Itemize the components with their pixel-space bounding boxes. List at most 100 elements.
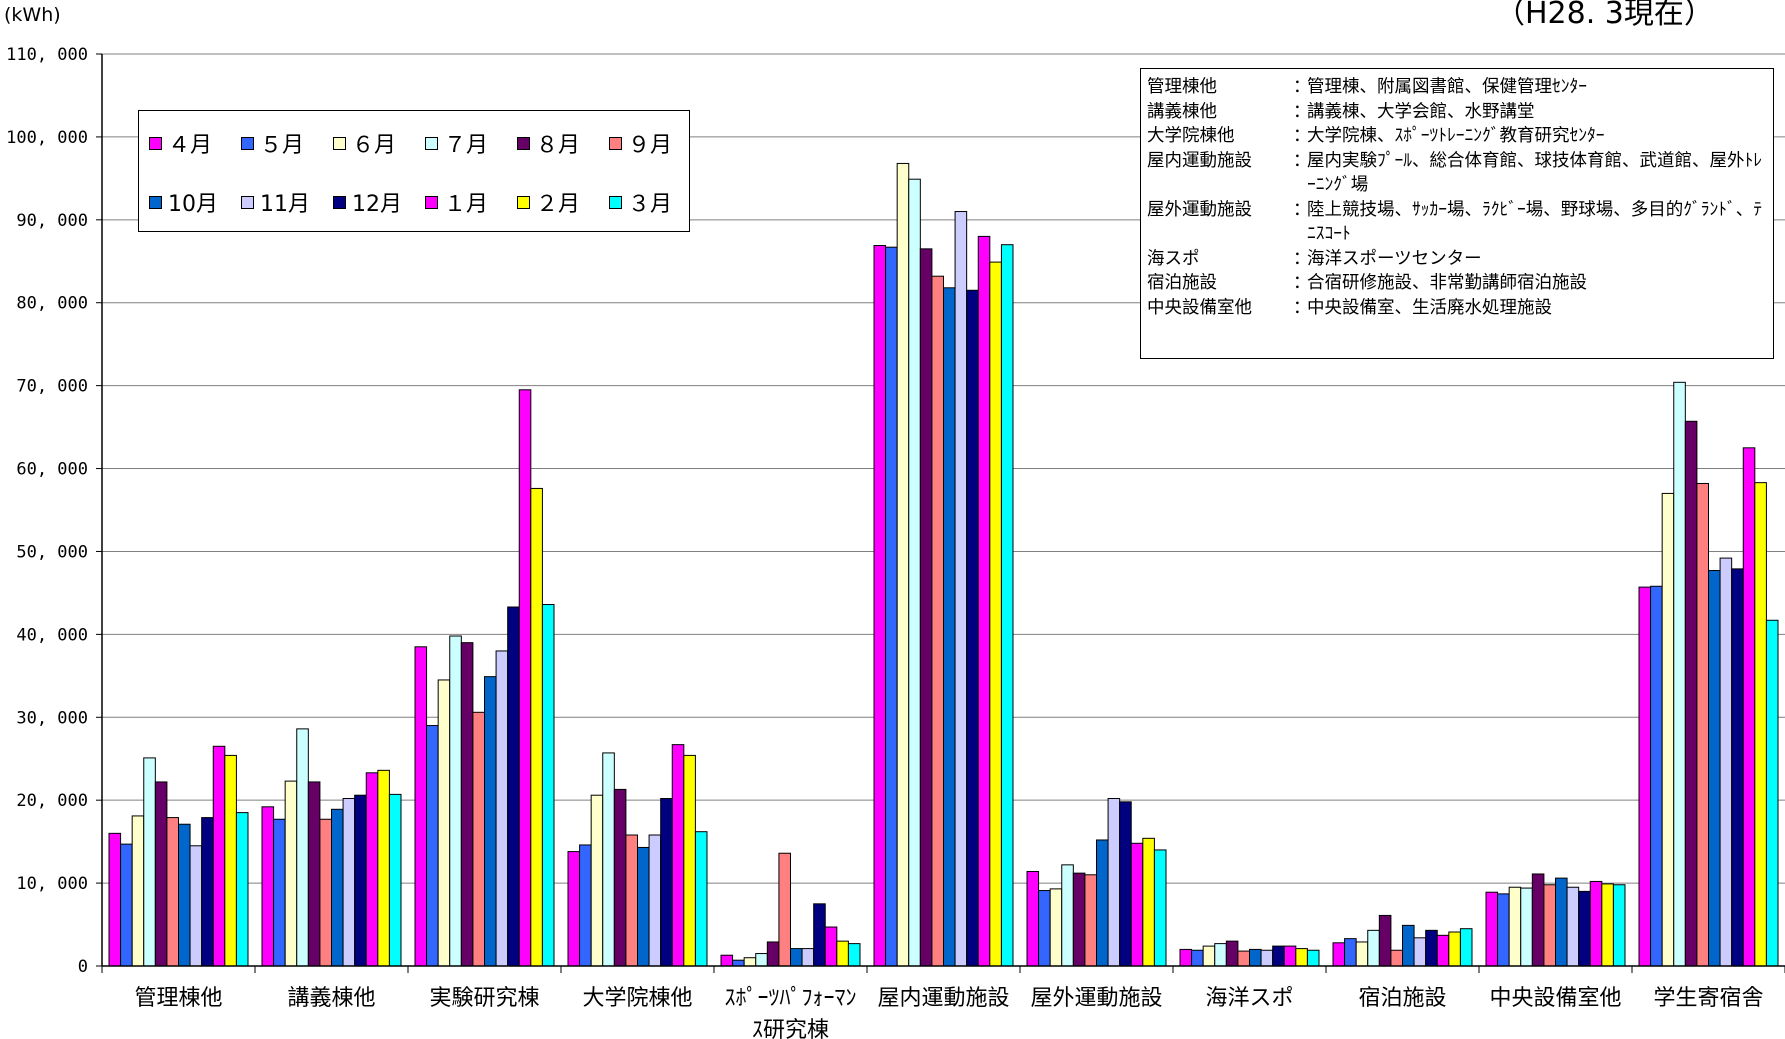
bar	[1049, 888, 1063, 967]
bar	[1765, 619, 1779, 967]
note-separator: ：	[1293, 150, 1311, 171]
legend-swatch	[241, 136, 254, 150]
bar	[507, 606, 520, 967]
note-line: 宿泊施設 ：合宿研修施設、非常勤講師宿泊施設	[1147, 271, 1765, 296]
bar	[495, 650, 509, 967]
y-tick-label: 10, 000	[16, 874, 88, 894]
bar	[426, 725, 439, 967]
legend-item: ５月	[241, 127, 333, 159]
legend-label: ９月	[628, 133, 673, 158]
note-key: 管理棟他	[1147, 77, 1217, 97]
bar	[1638, 586, 1652, 967]
bar	[1402, 924, 1415, 967]
bar	[613, 788, 627, 967]
note-line: 管理棟他 ：管理棟、附属図書館、保健管理ｾﾝﾀｰ	[1147, 75, 1765, 100]
bar	[1367, 929, 1380, 967]
legend-label: 11月	[260, 192, 310, 217]
bar	[1543, 884, 1557, 967]
note-separator: ：	[1293, 126, 1311, 146]
legend: ４月 ５月 ６月 ７月 ８月 ９月 10月 11月 12月 １月 ２月 ３月	[138, 110, 690, 232]
bar	[1661, 492, 1675, 967]
bar	[331, 808, 344, 967]
bar	[1096, 839, 1109, 967]
note-key: 講義棟他	[1147, 101, 1217, 122]
legend-label: 12月	[352, 192, 402, 217]
bar	[660, 798, 673, 967]
note-line: 海スポ ：海洋スポーツセンター	[1147, 247, 1765, 272]
bar	[989, 261, 1002, 967]
bar	[414, 646, 428, 967]
axes	[101, 54, 1785, 973]
bar	[460, 642, 474, 967]
legend-item: 12月	[333, 186, 425, 218]
bar	[1272, 945, 1285, 967]
legend-item: ２月	[517, 186, 609, 218]
legend-item: ３月	[609, 186, 701, 218]
bar	[1754, 482, 1767, 967]
legend-label: ３月	[628, 192, 673, 217]
bar	[1612, 884, 1626, 967]
bar	[1072, 872, 1086, 967]
bar	[1589, 880, 1603, 967]
y-tick-label: 40, 000	[16, 625, 88, 645]
bar	[1436, 934, 1450, 967]
legend-item: 11月	[241, 186, 333, 218]
note-value: 大学院棟、ｽﾎﾟｰﾂﾄﾚｰﾆﾝｸﾞ教育研究ｾﾝﾀｰ	[1307, 126, 1605, 146]
bar	[847, 943, 861, 967]
bar	[1153, 849, 1167, 967]
y-tick-label: 110, 000	[6, 45, 88, 65]
bar	[732, 959, 745, 967]
note-value: 中央設備室、生活廃水処理施設	[1307, 297, 1552, 318]
x-category-label: 実験研究棟	[429, 986, 539, 1011]
bar	[131, 815, 145, 967]
bar	[1508, 886, 1522, 967]
bar	[212, 745, 226, 967]
bar	[743, 957, 757, 967]
note-separator: ：	[1293, 273, 1311, 293]
bar	[1485, 891, 1499, 967]
legend-swatch	[425, 136, 438, 150]
bar	[1425, 929, 1438, 967]
note-key: 屋内運動施設	[1147, 150, 1252, 171]
bar	[1000, 244, 1014, 967]
legend-label: ４月	[168, 133, 213, 158]
facility-notes: 管理棟他：管理棟、附属図書館、保健管理ｾﾝﾀｰ 講義棟他：講義棟、大学会館、水野講…	[1140, 68, 1774, 359]
x-category-label: 管理棟他	[134, 986, 222, 1011]
y-tick-label: 100, 000	[6, 128, 88, 148]
bar	[1306, 949, 1320, 967]
bar	[166, 817, 179, 967]
bar	[1202, 945, 1216, 967]
bar	[224, 754, 237, 967]
bar	[1719, 557, 1733, 967]
bar	[1191, 949, 1204, 967]
bar	[873, 245, 887, 967]
note-key: 屋外運動施設	[1147, 199, 1252, 220]
legend-row-2: 10月 11月 12月 １月 ２月 ３月	[149, 186, 701, 218]
bar	[801, 948, 815, 967]
bar	[943, 287, 956, 967]
legend-swatch	[609, 136, 622, 150]
note-key: 大学院棟他	[1147, 126, 1235, 146]
note-value: 海洋スポーツセンター	[1307, 248, 1482, 269]
bar	[1344, 938, 1357, 967]
bar	[790, 948, 803, 967]
bar	[1260, 949, 1274, 967]
y-tick-label: 70, 000	[16, 377, 88, 397]
bar	[377, 769, 390, 967]
note-key: 宿泊施設	[1147, 273, 1217, 293]
bar	[648, 834, 662, 967]
bar	[541, 604, 555, 967]
bar	[637, 846, 650, 967]
bar	[189, 845, 203, 967]
bar	[1225, 940, 1239, 967]
bar	[755, 953, 768, 967]
bar	[201, 817, 214, 967]
bar	[1650, 585, 1663, 967]
bar	[1555, 877, 1568, 967]
note-value: 合宿研修施設、非常勤講師宿泊施設	[1307, 273, 1587, 293]
legend-item: ７月	[425, 127, 517, 159]
x-category-label: 屋外運動施設	[1030, 986, 1162, 1011]
bar	[1731, 568, 1744, 967]
note-line: 屋外運動施設 ：陸上競技場、ｻｯｶｰ場、ﾗｸﾋﾞｰ場、野球場、多目的ｸﾞﾗﾝﾄﾞ、…	[1147, 198, 1765, 247]
x-category-label: 屋内運動施設	[877, 986, 1009, 1011]
